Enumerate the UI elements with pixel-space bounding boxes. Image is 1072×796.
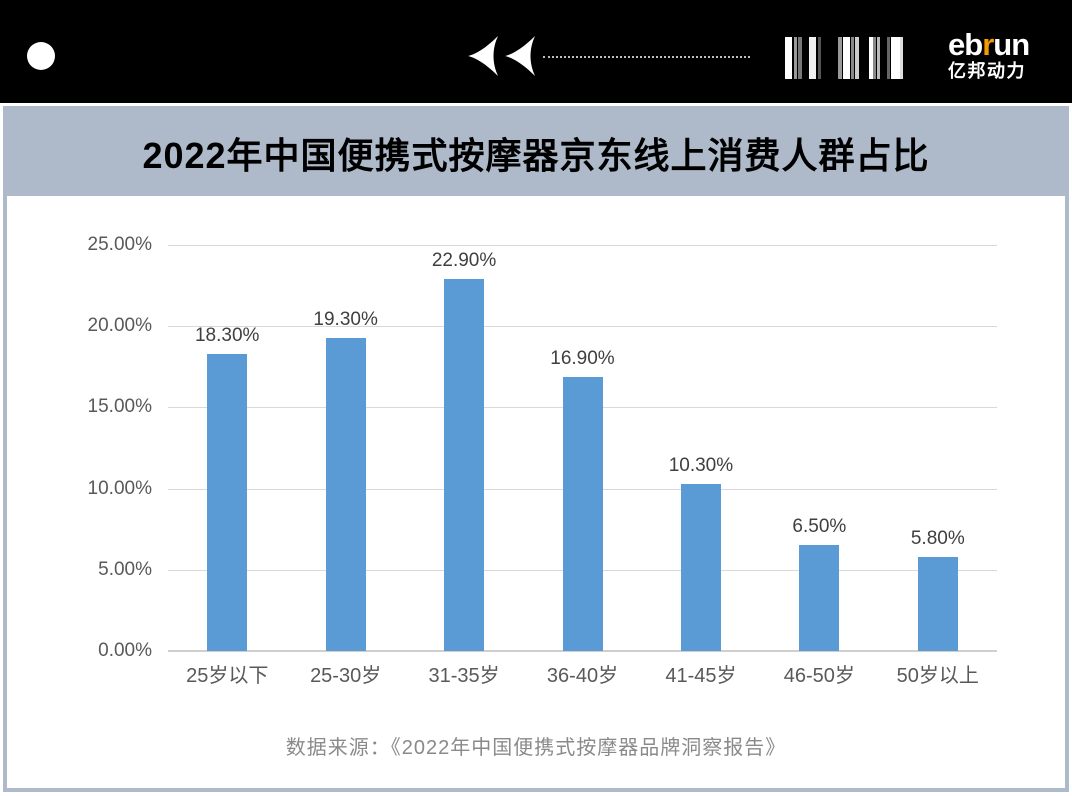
barcode-bar <box>873 37 876 79</box>
title-band: 2022年中国便携式按摩器京东线上消费人群占比 <box>7 110 1065 196</box>
barcode-bar <box>887 37 890 79</box>
barcode-icon <box>785 37 905 79</box>
barcode-bar <box>794 37 797 79</box>
barcode-bar <box>785 37 792 79</box>
brand-logo: ebrun 亿邦动力 <box>948 27 1048 82</box>
dotted-divider <box>543 56 750 58</box>
rewind-arrows-icon <box>468 36 535 76</box>
barcode-bar <box>869 37 873 79</box>
barcode-bar <box>891 37 900 79</box>
barcode-bar <box>818 37 821 79</box>
brand-logo-subtitle: 亿邦动力 <box>948 61 1026 81</box>
top-banner: ebrun 亿邦动力 <box>0 0 1072 103</box>
barcode-bar <box>855 37 859 79</box>
barcode-bar <box>838 37 842 79</box>
barcode-bar <box>798 37 802 79</box>
page-title: 2022年中国便携式按摩器京东线上消费人群占比 <box>142 135 930 176</box>
barcode-bar <box>900 37 903 79</box>
data-source-note: 数据来源：《2022年中国便携式按摩器品牌洞察报告》 <box>285 737 787 759</box>
barcode-bar <box>809 37 816 79</box>
barcode-bar <box>851 37 854 79</box>
content-panel: 2022年中国便携式按摩器京东线上消费人群占比 <box>3 106 1069 792</box>
barcode-bar <box>843 37 850 79</box>
record-dot-icon <box>27 42 55 70</box>
barcode-bar <box>877 37 880 79</box>
brand-logo-wordmark: ebrun <box>948 27 1030 62</box>
